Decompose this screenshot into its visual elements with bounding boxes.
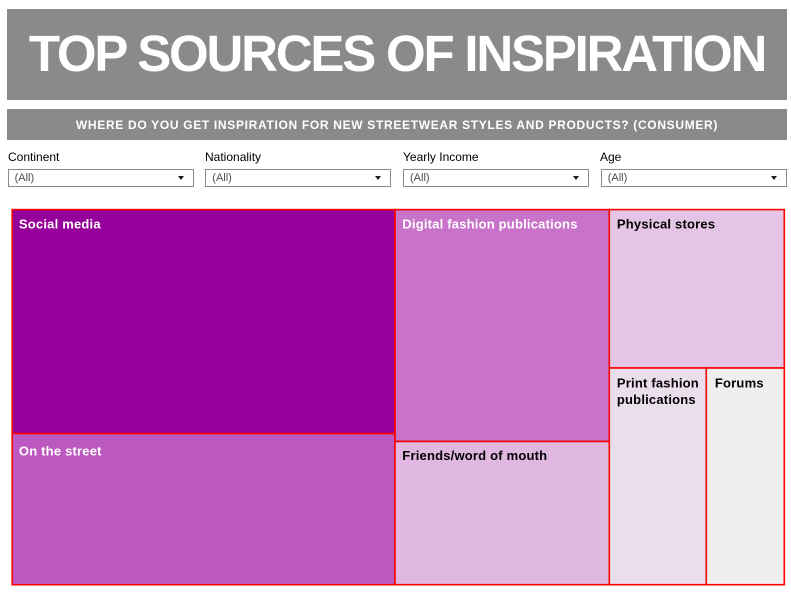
svg-text:Friends/word of mouth: Friends/word of mouth bbox=[402, 448, 547, 463]
svg-text:publications: publications bbox=[617, 392, 696, 407]
svg-text:Social media: Social media bbox=[19, 216, 101, 231]
svg-text:Forums: Forums bbox=[715, 375, 764, 390]
svg-text:Print fashion: Print fashion bbox=[617, 375, 699, 390]
svg-text:Physical stores: Physical stores bbox=[617, 216, 715, 231]
svg-text:On the street: On the street bbox=[19, 443, 102, 458]
svg-text:Digital fashion publications: Digital fashion publications bbox=[402, 216, 577, 231]
